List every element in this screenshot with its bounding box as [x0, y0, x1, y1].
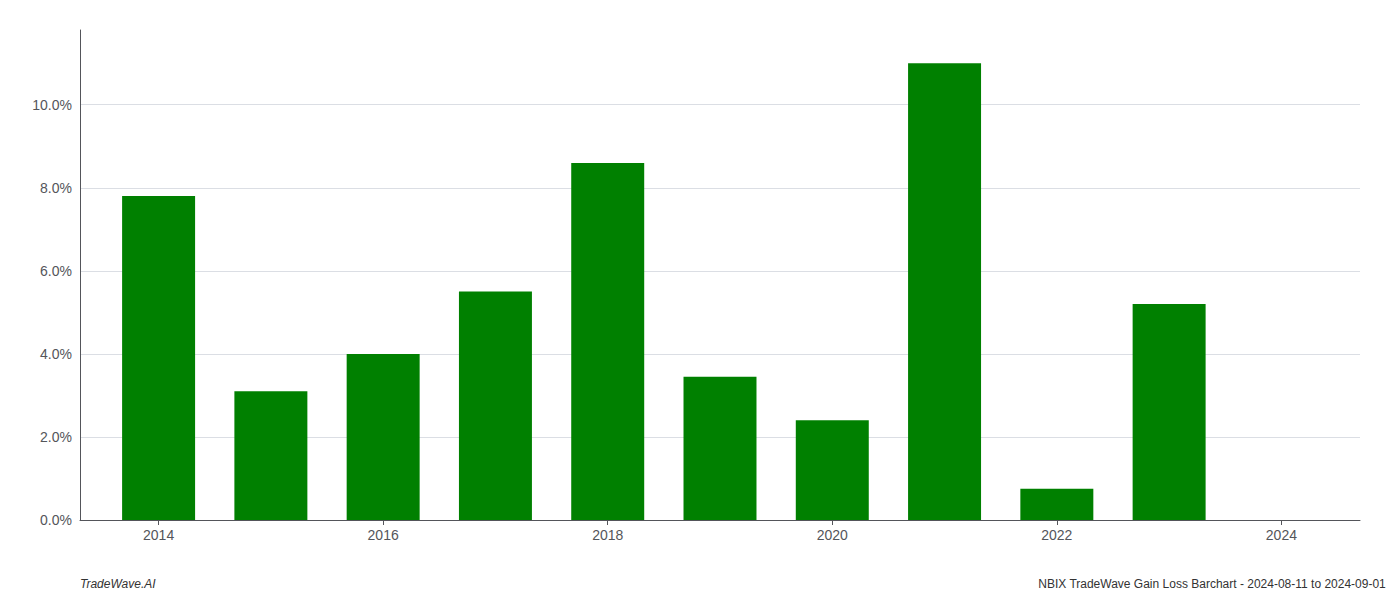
- svg-text:2022: 2022: [1041, 527, 1072, 543]
- svg-text:2.0%: 2.0%: [40, 429, 72, 445]
- svg-text:2024: 2024: [1266, 527, 1297, 543]
- svg-text:2014: 2014: [143, 527, 174, 543]
- svg-text:10.0%: 10.0%: [32, 97, 72, 113]
- svg-text:4.0%: 4.0%: [40, 346, 72, 362]
- svg-text:NBIX TradeWave Gain Loss Barch: NBIX TradeWave Gain Loss Barchart - 2024…: [1038, 577, 1386, 591]
- svg-text:6.0%: 6.0%: [40, 263, 72, 279]
- svg-text:2016: 2016: [368, 527, 399, 543]
- svg-text:2020: 2020: [817, 527, 848, 543]
- svg-text:2018: 2018: [592, 527, 623, 543]
- svg-text:8.0%: 8.0%: [40, 180, 72, 196]
- svg-text:TradeWave.AI: TradeWave.AI: [80, 577, 156, 591]
- svg-text:0.0%: 0.0%: [40, 512, 72, 528]
